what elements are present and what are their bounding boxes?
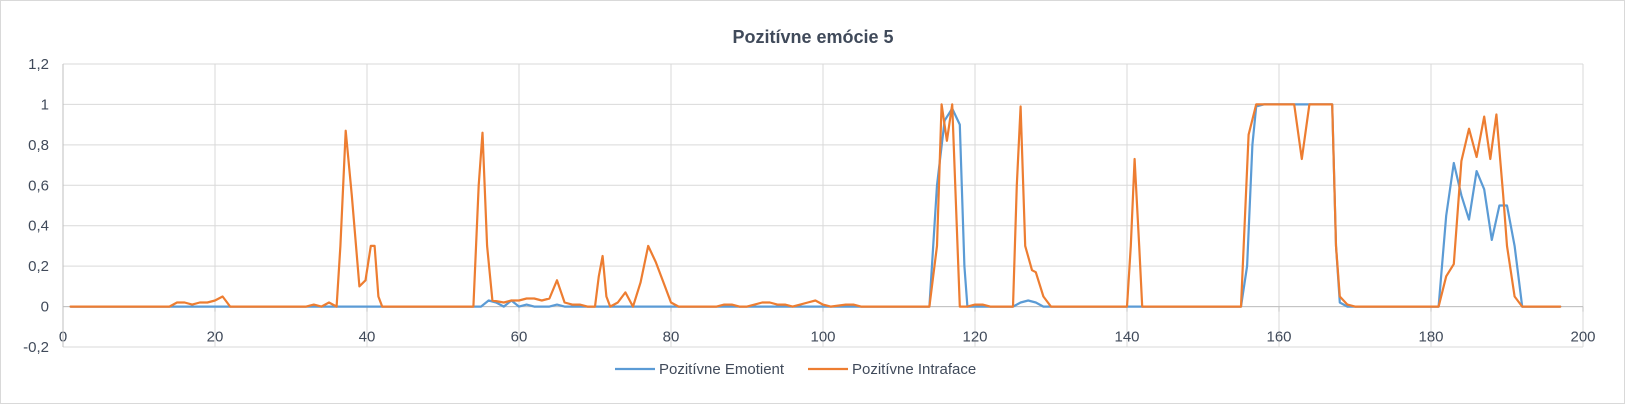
- x-tick-label: 60: [511, 329, 528, 346]
- legend-label: Pozitívne Intraface: [852, 361, 976, 378]
- y-tick-label: 0: [41, 299, 49, 316]
- y-tick-label: -0,2: [23, 339, 49, 356]
- y-tick-label: 0,2: [28, 258, 49, 275]
- x-tick-label: 100: [810, 329, 835, 346]
- legend: Pozitívne Emotient Pozitívne Intraface: [615, 361, 976, 378]
- y-tick-label: 0,8: [28, 137, 49, 154]
- x-tick-label: 20: [207, 329, 224, 346]
- y-tick-label: 0,4: [28, 218, 49, 235]
- x-tick-label: 40: [359, 329, 376, 346]
- y-tick-label: 0,6: [28, 177, 49, 194]
- y-tick-label: 1: [41, 96, 49, 113]
- series-layer: [69, 103, 1562, 308]
- series-line-2: [69, 103, 1562, 308]
- x-tick-label: 200: [1570, 329, 1595, 346]
- x-tick-label: 160: [1266, 329, 1291, 346]
- y-tick-label: 1,2: [28, 56, 49, 73]
- x-tick-label: 120: [962, 329, 987, 346]
- legend-label: Pozitívne Emotient: [659, 361, 785, 378]
- x-tick-label: 140: [1114, 329, 1139, 346]
- grid-layer: [62, 63, 1584, 348]
- x-tick-label: 180: [1418, 329, 1443, 346]
- series-line-1: [69, 103, 1562, 308]
- x-tick-label: 80: [663, 329, 680, 346]
- axis-layer: -0,200,20,40,60,811,20 20 40 60 80 100 120 140 1…: [23, 56, 1595, 356]
- chart-title: Pozitívne emócie 5: [732, 27, 893, 47]
